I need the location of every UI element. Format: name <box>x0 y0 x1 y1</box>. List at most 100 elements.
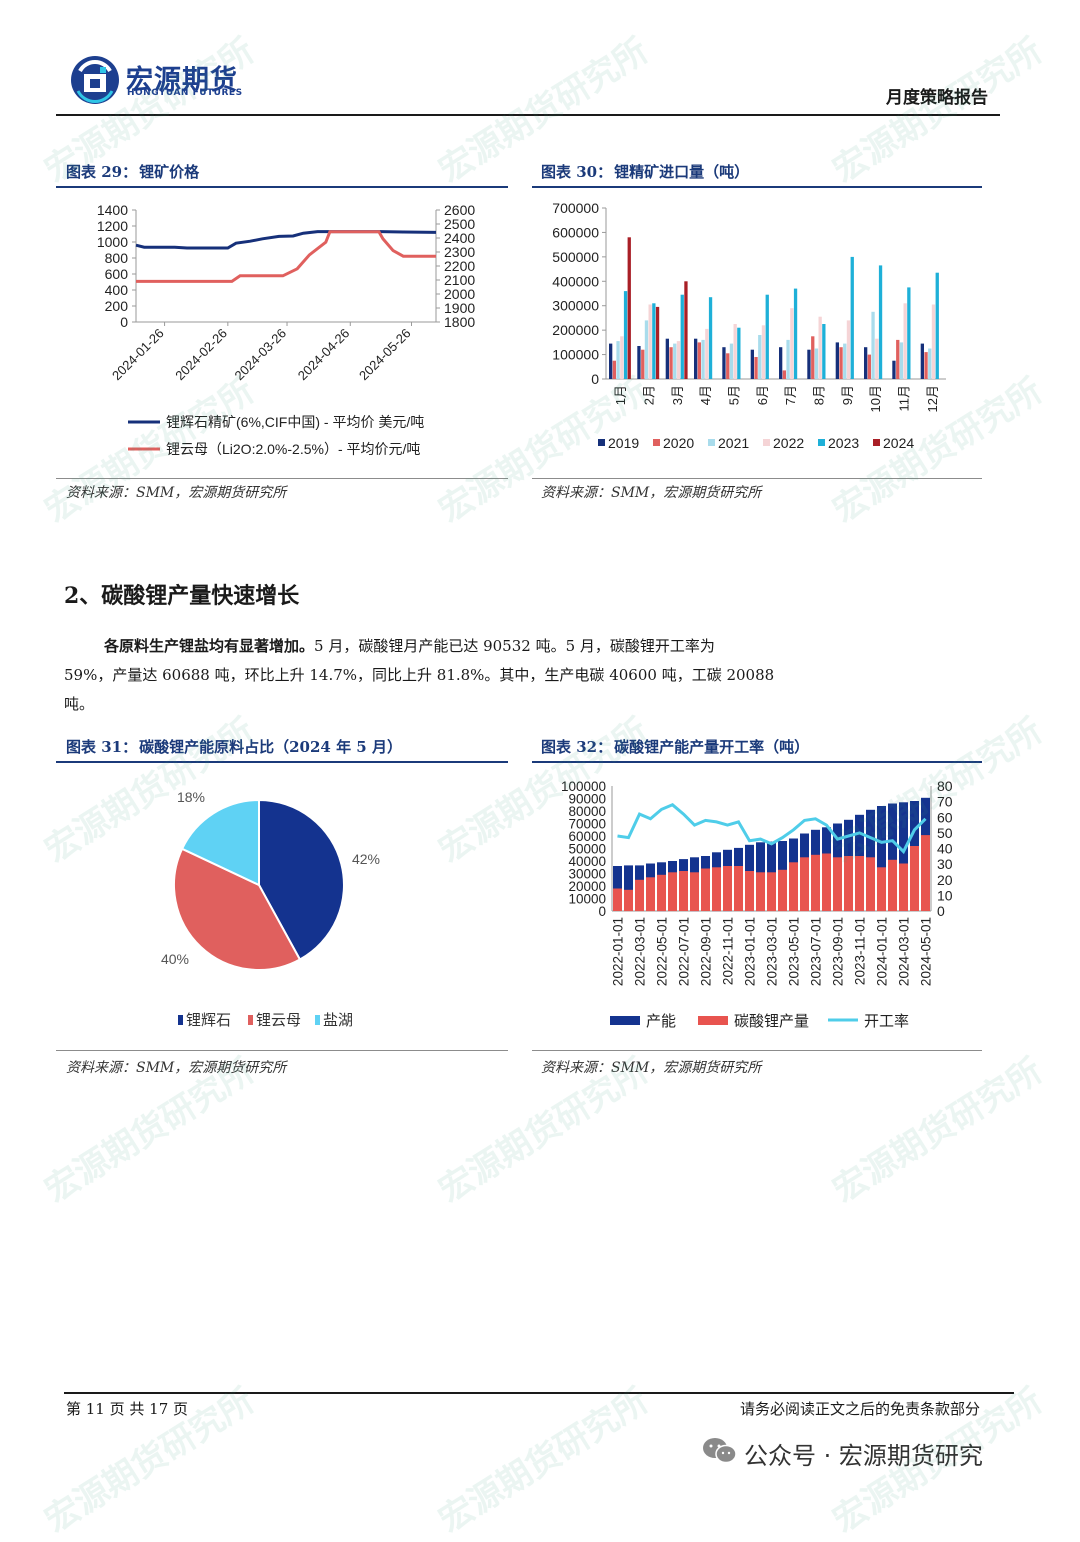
output-bar-17 <box>789 862 798 912</box>
bar-2022-11 <box>903 303 907 379</box>
bar-2021-3 <box>673 343 677 379</box>
legend-label-1: 产能 <box>646 1013 676 1030</box>
figure-30-title-rule <box>532 186 982 188</box>
y-right-tick-label: 2400 <box>444 230 475 246</box>
bar-2023-3 <box>680 294 684 379</box>
y-left-tick-label: 60000 <box>568 829 606 844</box>
y-tick-label: 200000 <box>552 322 599 338</box>
bar-2022-7 <box>790 308 794 379</box>
figure-29-number: 图表 29： <box>66 163 138 181</box>
bar-2022-2 <box>648 304 652 379</box>
y-right-tick-label: 1900 <box>444 300 475 316</box>
legend-label-2022: 2022 <box>773 435 804 451</box>
output-bar-24 <box>866 857 875 912</box>
figure-32-number: 图表 32： <box>541 738 613 756</box>
bar-2021-12 <box>928 348 932 379</box>
pie-slice-label-2: 40% <box>161 951 189 967</box>
logo-text-en: HONGYUAN FUTURES <box>127 88 243 98</box>
output-bar-20 <box>822 853 831 911</box>
bar-2023-1 <box>623 291 628 379</box>
figure-30-caption: 锂精矿进口量（吨） <box>614 163 750 181</box>
y-left-tick-label: 600 <box>105 266 129 282</box>
output-bar-2 <box>624 889 633 912</box>
bar-2023-10 <box>878 265 883 379</box>
x-tick-label: 2024-03-26 <box>232 326 290 384</box>
header-divider <box>56 114 1000 116</box>
legend-label-1: 锂辉石 <box>186 1012 231 1029</box>
legend-swatch-2 <box>248 1015 253 1025</box>
y-left-tick-label: 400 <box>105 282 129 298</box>
x-tick-label: 2022-11-01 <box>721 917 736 985</box>
x-tick-label: 2024-02-26 <box>172 326 230 384</box>
bar-2021-4 <box>701 339 705 379</box>
output-bar-10 <box>712 867 721 912</box>
y-left-tick-label: 40000 <box>568 854 606 869</box>
x-tick-label: 2023-05-01 <box>787 917 802 986</box>
carbonate-capacity-share-pie: 42% 40% 18% 锂辉石 锂云母 盐湖 <box>161 789 380 1029</box>
legend-swatch-2022 <box>763 439 770 446</box>
legend-swatch-2024 <box>873 439 880 446</box>
output-bar-25 <box>877 867 886 912</box>
output-bar-26 <box>888 859 897 912</box>
figure-30-number: 图表 30： <box>541 163 613 181</box>
x-tick-label: 2024-05-01 <box>919 917 934 986</box>
x-tick-label: 2024-01-01 <box>875 917 890 986</box>
y-right-tick-label: 40 <box>937 841 953 857</box>
legend-swatch-2 <box>698 1016 728 1025</box>
bar-2019-9 <box>835 342 839 379</box>
figure-30-source: 资料来源：SMM，宏源期货研究所 <box>541 485 762 501</box>
figure-29-source: 资料来源：SMM，宏源期货研究所 <box>66 485 287 501</box>
y-right-tick-label: 10 <box>937 887 953 903</box>
legend-label-2021: 2021 <box>718 435 749 451</box>
bar-2019-10 <box>864 347 868 379</box>
pie-slice-label-1: 42% <box>352 851 380 867</box>
bar-2021-2 <box>644 320 649 379</box>
bar-2023-12 <box>935 272 939 379</box>
y-left-tick-label: 0 <box>120 314 128 330</box>
x-tick-label: 6月 <box>755 385 770 405</box>
x-tick-label: 7月 <box>783 385 798 405</box>
bar-2024-2 <box>655 306 660 379</box>
x-tick-label: 2024-03-01 <box>897 917 912 986</box>
output-bar-8 <box>690 872 699 912</box>
x-tick-label: 11月 <box>897 385 912 412</box>
capacity-bar-27 <box>899 802 908 912</box>
series-line-2 <box>136 230 436 283</box>
legend-label-2020: 2020 <box>663 435 694 451</box>
capacity-bar-26 <box>888 803 897 911</box>
legend-label-2: 锂云母 <box>256 1012 301 1029</box>
utilization-line <box>617 803 927 855</box>
y-tick-label: 100000 <box>552 347 599 363</box>
x-tick-label: 2024-04-26 <box>295 326 353 384</box>
bar-2020-9 <box>839 347 843 379</box>
bar-2023-9 <box>850 256 854 379</box>
output-bar-5 <box>657 874 666 912</box>
bar-2022-4 <box>705 328 709 379</box>
output-bar-28 <box>910 846 919 911</box>
output-bar-15 <box>767 872 776 912</box>
y-right-tick-label: 30 <box>937 856 953 872</box>
bar-2019-4 <box>694 338 698 379</box>
y-right-tick-label: 2500 <box>444 216 475 232</box>
body-paragraph-line-3: 吨。 <box>64 695 95 713</box>
y-left-tick-label: 70000 <box>568 817 606 832</box>
bar-2022-5 <box>733 324 737 379</box>
output-bar-22 <box>844 856 853 911</box>
output-bar-18 <box>800 857 809 912</box>
figure-29-title-rule <box>56 186 508 188</box>
bar-2023-5 <box>737 327 741 379</box>
y-left-tick-label: 0 <box>598 904 606 919</box>
legend-label-2019: 2019 <box>608 435 639 451</box>
output-bar-23 <box>855 856 864 911</box>
bar-2020-6 <box>754 357 758 379</box>
company-logo-icon <box>71 56 119 104</box>
y-right-tick-label: 60 <box>937 809 953 825</box>
legend-label-3: 开工率 <box>864 1013 909 1030</box>
x-tick-label: 2024-01-26 <box>109 326 167 384</box>
output-bar-29 <box>921 835 930 911</box>
legend-swatch-2019 <box>598 439 605 446</box>
bar-2019-5 <box>722 347 726 379</box>
legend-label-2: 锂云母（Li2O:2.0%-2.5%）- 平均价元/吨 <box>166 441 420 457</box>
figure-30-bottom-rule <box>532 478 982 479</box>
